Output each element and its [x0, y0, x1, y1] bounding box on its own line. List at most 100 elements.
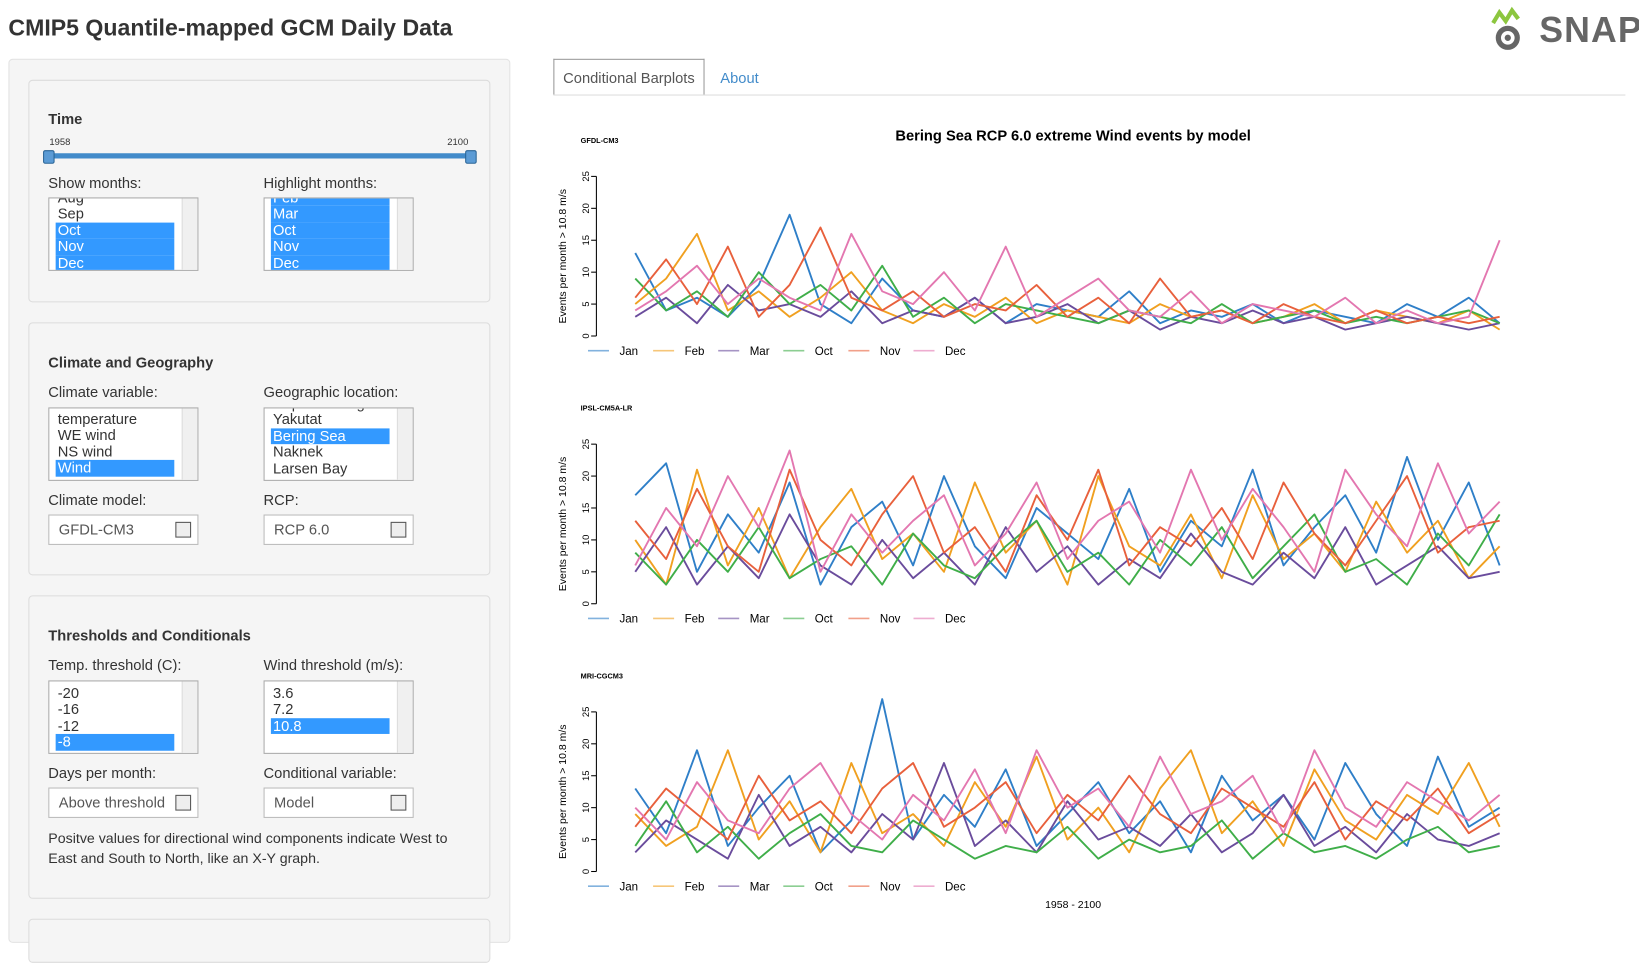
y-tick-label: 0 [581, 869, 592, 874]
field-label: Temp. threshold (C): [48, 656, 182, 674]
page: CMIP5 Quantile-mapped GCM Daily Data SNA… [8, 6, 1639, 963]
list-option[interactable]: WE wind [57, 426, 116, 444]
list-option[interactable]: 7.2 [273, 700, 294, 718]
list-option[interactable]: Feb [270, 198, 390, 207]
list-option[interactable]: Nov [55, 238, 175, 255]
tab-active[interactable]: Conditional Barplots [553, 58, 705, 95]
list-option[interactable]: Naknek [273, 443, 323, 461]
section-heading: Climate and Geography [48, 353, 214, 371]
y-tick-label: 25 [581, 171, 592, 182]
list-option[interactable]: Dec [55, 254, 175, 270]
y-tick-label: 15 [581, 770, 592, 781]
legend-label: Feb [685, 346, 705, 358]
list-option[interactable]: Mar [270, 205, 390, 223]
y-tick-label: 10 [581, 267, 592, 278]
list-option[interactable]: Wind [55, 459, 175, 477]
y-tick-label: 20 [581, 471, 592, 482]
page-title: CMIP5 Quantile-mapped GCM Daily Data [8, 14, 453, 41]
list-option[interactable]: temperature [57, 410, 138, 428]
list-option[interactable]: NS wind [57, 442, 113, 460]
series-line [634, 232, 1501, 325]
legend-label: Jan [620, 881, 639, 893]
logo-text: SNAP [1539, 10, 1639, 51]
tab[interactable]: About [720, 69, 759, 87]
charts: Bering Sea RCP 6.0 extreme Wind events b… [557, 129, 1501, 911]
listbox-items: Cape YakatagaYakutatBering SeaNaknekLars… [270, 408, 390, 477]
select-value: Above threshold [58, 793, 166, 811]
list-option[interactable]: Oct [270, 221, 390, 239]
field-label: Highlight months: [263, 174, 378, 192]
legend-label: Nov [880, 614, 901, 626]
series-line [634, 762, 1501, 841]
select[interactable]: RCP 6.0 [263, 514, 414, 545]
select-value: Model [274, 793, 315, 811]
chart-subtitle: IPSL-CM5A-LR [581, 404, 633, 413]
listbox[interactable]: AugSepOctNovDec [48, 197, 199, 271]
x-axis-label: 1958 - 2100 [1045, 899, 1101, 911]
series-line [634, 449, 1501, 573]
chart-subtitle: GFDL-CM3 [581, 136, 619, 145]
field-label: Conditional variable: [263, 764, 397, 782]
legend-label: Oct [815, 614, 834, 626]
legend-label: Feb [685, 881, 705, 893]
listbox[interactable]: Cape YakatagaYakutatBering SeaNaknekLars… [263, 407, 414, 481]
list-option[interactable]: 10.8 [270, 717, 390, 735]
slider-handle[interactable] [465, 150, 477, 164]
list-option[interactable]: Yakutat [273, 410, 322, 428]
scrollbar[interactable] [181, 681, 198, 753]
slider-track[interactable] [48, 153, 471, 159]
slider-handle[interactable] [43, 150, 55, 164]
field-label: Wind threshold (m/s): [263, 656, 404, 674]
slider-min: 1958 [49, 136, 71, 148]
list-option[interactable]: Dec [270, 254, 390, 270]
list-option[interactable]: Oct [55, 221, 175, 239]
y-tick-label: 5 [581, 837, 592, 842]
list-option[interactable]: Nov [270, 238, 390, 255]
y-axis-label: Events per month > 10.8 m/s [557, 457, 569, 592]
listbox-items: 3.6 7.2 10.8 [270, 684, 390, 735]
scrollbar[interactable] [396, 408, 413, 480]
y-axis-label: Events per month > 10.8 m/s [557, 189, 569, 324]
field-label: Geographic location: [263, 383, 399, 401]
legend-label: Nov [880, 346, 901, 358]
y-tick-label: 10 [581, 535, 592, 546]
legend-label: Dec [945, 346, 966, 358]
list-option[interactable]: Cape Yakataga [271, 408, 390, 412]
list-option[interactable]: 3.6 [273, 684, 294, 702]
legend-label: Oct [815, 346, 834, 358]
section-heading: Thresholds and Conditionals [48, 626, 251, 644]
scrollbar[interactable] [396, 198, 413, 270]
y-tick-label: 5 [581, 569, 592, 574]
list-option[interactable]: -20 [57, 684, 79, 702]
legend-label: Mar [750, 614, 770, 626]
list-option[interactable]: -16 [57, 700, 79, 718]
chart-subtitle: MRI-CGCM3 [581, 671, 623, 680]
list-option[interactable]: Aug [56, 198, 175, 206]
legend-label: Nov [880, 881, 901, 893]
y-tick-label: 15 [581, 235, 592, 246]
list-option[interactable]: Sep [57, 205, 84, 222]
y-tick-label: 0 [581, 333, 592, 338]
y-tick-label: 20 [581, 739, 592, 750]
next-section [28, 918, 491, 963]
app: CMIP5 Quantile-mapped GCM Daily Data SNA… [8, 6, 1639, 963]
list-option[interactable]: -12 [57, 716, 79, 734]
listbox[interactable]: -20 -16 -12 -8 [48, 680, 199, 754]
select[interactable]: Above threshold [48, 787, 199, 818]
listbox[interactable]: 3.6 7.2 10.8 [263, 680, 414, 754]
legend-label: Feb [685, 614, 705, 626]
series-line [634, 513, 1500, 586]
series-line [634, 283, 1500, 331]
list-option[interactable]: -8 [55, 733, 175, 751]
listbox[interactable]: temperature WE wind NS wind Wind [48, 407, 199, 481]
select-value: GFDL-CM3 [58, 520, 134, 538]
select[interactable]: Model [263, 787, 414, 818]
scrollbar[interactable] [181, 198, 198, 270]
list-option[interactable]: Bering Sea [270, 427, 390, 445]
scrollbar[interactable] [396, 681, 413, 753]
select[interactable]: GFDL-CM3 [48, 514, 199, 545]
listbox-items: temperature WE wind NS wind Wind [55, 410, 175, 477]
list-option[interactable]: Larsen Bay [273, 459, 348, 477]
scrollbar[interactable] [181, 408, 198, 480]
